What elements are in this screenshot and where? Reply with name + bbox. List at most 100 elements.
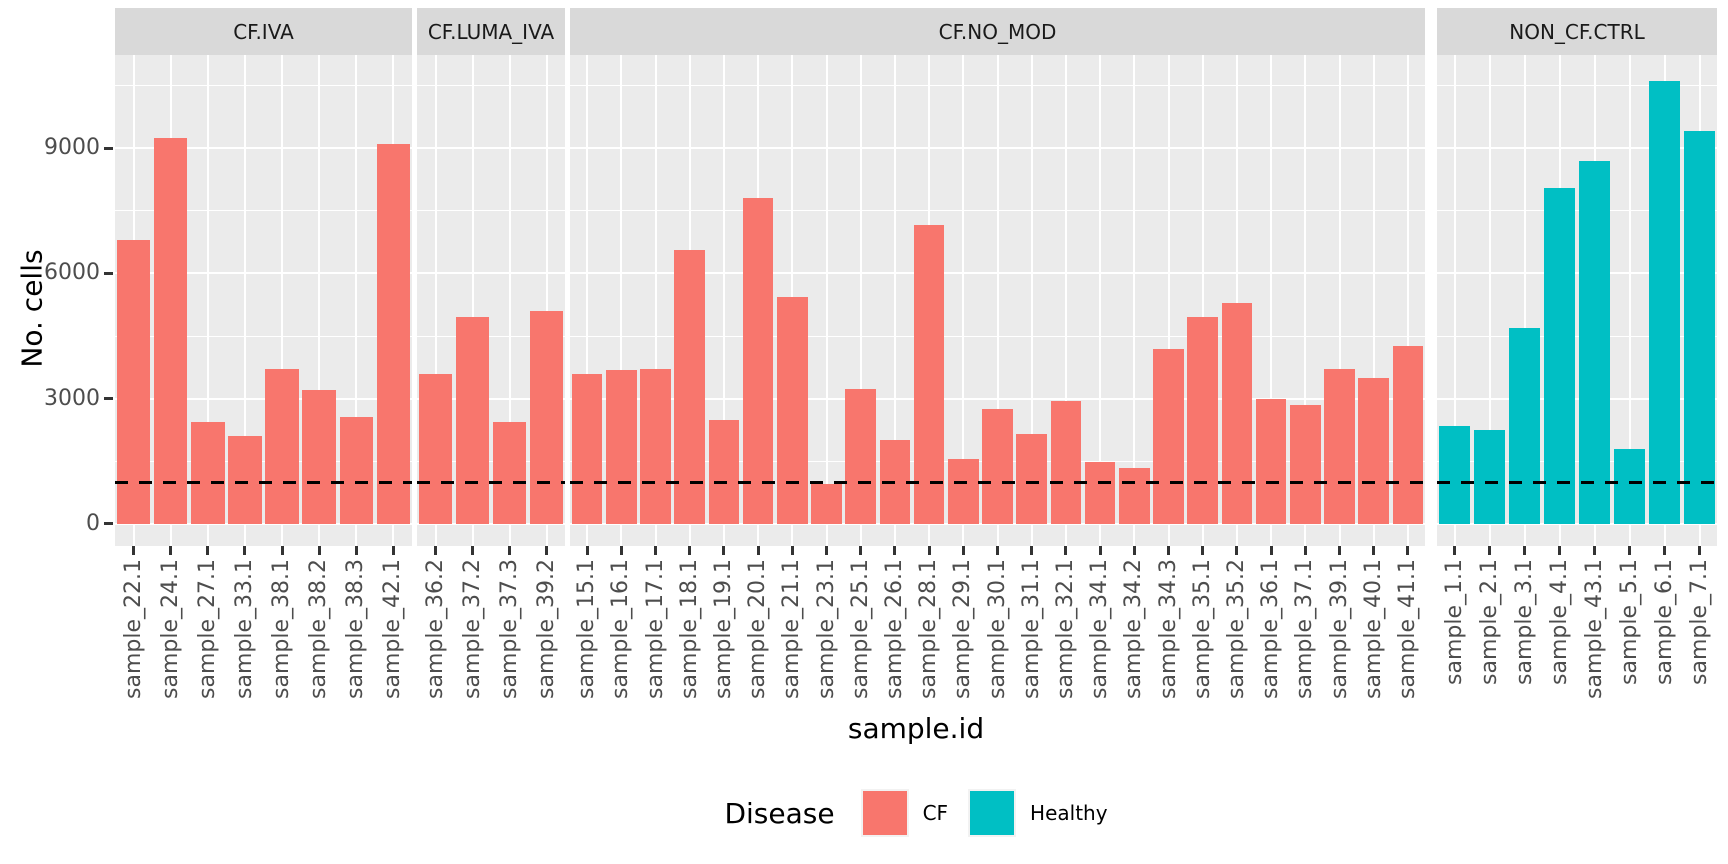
x-tick-mark (1663, 546, 1666, 555)
x-tick-label: sample_40.1 (1360, 559, 1386, 699)
x-tick-label: sample_41.1 (1394, 559, 1420, 699)
x-tick-label: sample_31.1 (1018, 559, 1044, 699)
x-tick-mark (545, 546, 548, 555)
bar-sample_19.1 (708, 419, 740, 524)
x-tick-mark (790, 546, 794, 555)
x-tick-label: sample_36.1 (1258, 559, 1284, 699)
x-tick-mark (169, 546, 173, 555)
legend-label: Healthy (1030, 801, 1108, 825)
x-tick-mark (1269, 546, 1273, 555)
bar-sample_35.1 (1187, 317, 1219, 524)
bar-sample_25.1 (845, 389, 877, 524)
gridline-vertical (859, 55, 862, 546)
facet-CF.IVA: CF.IVA sample_22.1 sample_24.1 sample_27.1 s… (115, 0, 412, 864)
x-tick-mark (280, 546, 284, 555)
x-tick-label: sample_42.1 (380, 559, 406, 699)
gridline-vertical (281, 55, 284, 546)
gridline-vertical (962, 55, 965, 546)
gridline-major (115, 397, 412, 400)
bar-sample_27.1 (191, 421, 225, 524)
x-tick-mark (1593, 546, 1596, 555)
x-tick-label: sample_7.1 (1686, 559, 1712, 685)
gridline-minor (115, 84, 412, 86)
bar-sample_38.3 (339, 417, 373, 524)
gridline-vertical (1304, 55, 1307, 546)
x-tick-mark (1628, 546, 1631, 555)
gridline-vertical (1453, 55, 1456, 546)
gridline-vertical (1167, 55, 1170, 546)
gridline-minor (1437, 84, 1717, 86)
facet-panel (570, 55, 1425, 546)
y-tick-mark (104, 397, 113, 401)
bar-sample_35.2 (1221, 302, 1253, 524)
x-tick-label: sample_22.1 (120, 559, 146, 699)
legend-item-Healthy: Healthy (970, 791, 1108, 835)
bar-sample_36.1 (1255, 399, 1287, 524)
threshold-dashed-line (417, 480, 565, 484)
y-tick-label: 9000 (44, 135, 100, 161)
x-tick-label: sample_28.1 (916, 559, 942, 699)
x-tick-mark (756, 546, 760, 555)
x-tick-label: sample_37.3 (496, 559, 522, 699)
bar-sample_31.1 (1016, 434, 1048, 524)
gridline-vertical (1338, 55, 1341, 546)
facet-strip: CF.LUMA_IVA (417, 8, 565, 55)
bar-sample_2.1 (1473, 429, 1506, 524)
gridline-vertical (586, 55, 589, 546)
gridline-major (1437, 147, 1717, 150)
gridline-vertical (318, 55, 321, 546)
x-tick-mark (471, 546, 474, 555)
bar-sample_4.1 (1543, 187, 1576, 524)
x-tick-label: sample_37.2 (459, 559, 485, 699)
x-tick-mark (1698, 546, 1701, 555)
legend-item-CF: CF (862, 791, 948, 835)
x-tick-mark (1132, 546, 1136, 555)
bar-sample_43.1 (1578, 160, 1611, 524)
x-tick-label: sample_35.1 (1189, 559, 1215, 699)
x-tick-label: sample_34.1 (1087, 559, 1113, 699)
legend: Disease CF Healthy (115, 785, 1717, 841)
gridline-vertical (243, 55, 246, 546)
bar-sample_38.2 (302, 390, 336, 524)
bar-sample_30.1 (982, 409, 1013, 524)
bar-sample_39.1 (1324, 369, 1355, 524)
gridline-vertical (206, 55, 209, 546)
bar-sample_7.1 (1683, 131, 1716, 524)
gridline-vertical (355, 55, 358, 546)
x-tick-mark (508, 546, 511, 555)
gridline-vertical (1628, 55, 1631, 546)
x-tick-mark (243, 546, 247, 555)
x-tick-mark (1303, 546, 1307, 555)
x-tick-label: sample_32.1 (1052, 559, 1078, 699)
x-tick-mark (1558, 546, 1561, 555)
bar-sample_32.1 (1050, 400, 1082, 524)
legend-key-healthy (970, 791, 1015, 835)
x-tick-mark (927, 546, 931, 555)
gridline-minor (417, 460, 565, 462)
gridline-major (417, 272, 565, 275)
gridline-vertical (620, 55, 623, 546)
gridline-vertical (654, 55, 657, 546)
gridline-vertical (996, 55, 999, 546)
bar-sample_24.1 (153, 137, 188, 524)
x-tick-mark (1406, 546, 1410, 555)
gridline-major (1437, 272, 1717, 275)
legend-items: CF Healthy (862, 791, 1108, 835)
x-tick-label: sample_5.1 (1616, 559, 1642, 685)
gridline-major (1437, 397, 1717, 400)
bar-sample_40.1 (1358, 377, 1390, 524)
gridline-vertical (1099, 55, 1102, 546)
gridline-vertical (825, 55, 828, 546)
x-tick-label: sample_1.1 (1441, 559, 1467, 685)
x-tick-label: sample_38.2 (306, 559, 332, 699)
y-tick-mark (104, 271, 113, 275)
x-tick-mark (619, 546, 623, 555)
y-tick-label: 6000 (44, 260, 100, 286)
x-axis-title: sample.id (847, 712, 985, 745)
facet-panel (417, 55, 565, 546)
x-tick-mark (1338, 546, 1341, 555)
threshold-dashed-line (115, 480, 412, 484)
gridline-major (417, 397, 565, 400)
bar-sample_23.1 (811, 483, 842, 524)
x-tick-mark (434, 546, 437, 555)
